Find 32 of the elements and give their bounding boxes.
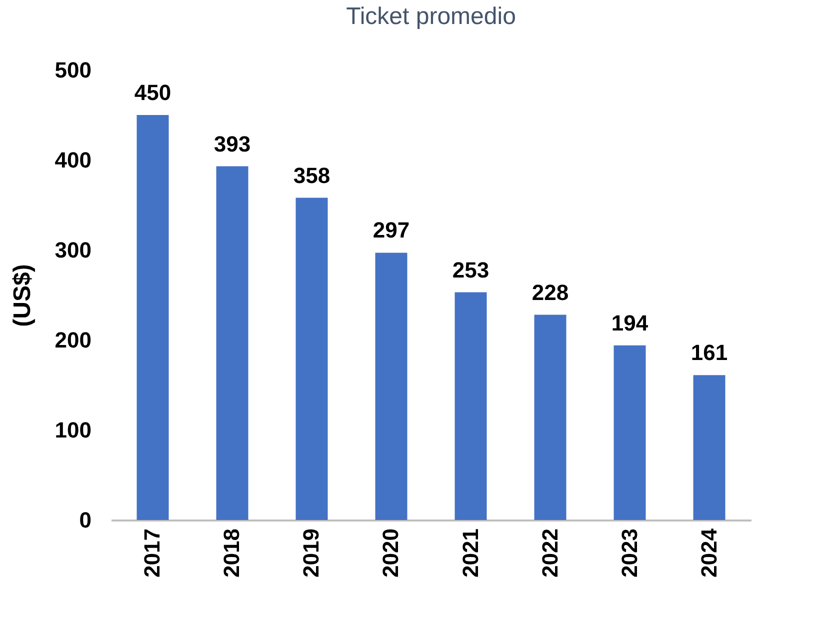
x-tick-label: 2020 [378,528,404,578]
y-axis-title: (US$) [8,264,36,327]
data-label: 194 [611,310,649,336]
data-label: 297 [372,218,410,243]
data-label: 161 [690,340,728,366]
y-tick-label: 0 [79,508,92,532]
y-tick-label: 500 [54,58,92,82]
bar [375,252,408,520]
data-label: 253 [452,257,490,282]
x-tick-label: 2019 [298,528,324,578]
bar [534,314,566,520]
y-tick-label: 400 [54,148,92,172]
data-label: 450 [134,80,172,105]
x-tick-label: 2024 [696,528,722,578]
data-label: 228 [532,280,569,305]
x-tick-label: 2017 [140,528,165,578]
data-label: 393 [214,131,251,156]
x-tick-label: 2018 [219,528,244,578]
y-tick-label: 100 [54,418,92,442]
bar [614,345,646,520]
x-tick-label: 2023 [616,528,642,578]
bar [296,198,328,520]
y-tick-label: 300 [54,238,92,262]
chart-title: Ticket promedio [346,3,516,30]
y-tick-label: 200 [54,328,92,352]
bar [454,292,487,520]
data-label: 358 [293,162,330,188]
x-tick-label: 2022 [537,528,562,578]
bar [693,375,726,520]
x-tick-label: 2021 [458,528,483,578]
bar [216,166,248,520]
bar [136,115,169,520]
